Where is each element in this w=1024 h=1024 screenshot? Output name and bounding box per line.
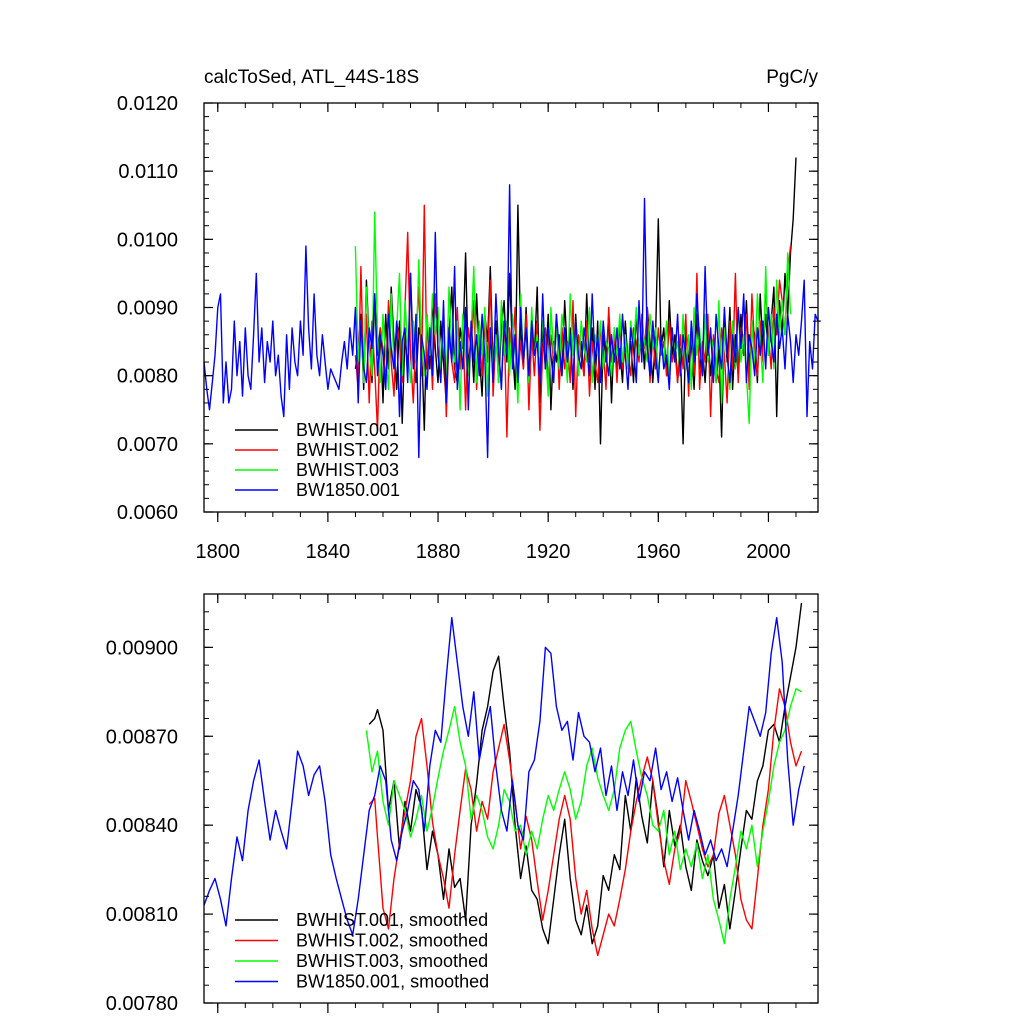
- y-tick-label: 0.0120: [117, 93, 178, 115]
- x-tick-label: 2000: [746, 541, 791, 563]
- x-tick-label: 1960: [636, 541, 681, 563]
- x-tick-label: 1800: [196, 541, 241, 563]
- y-tick-label: 0.00870: [106, 726, 178, 748]
- legend-label: BWHIST.001, smoothed: [296, 910, 488, 930]
- legend-label: BW1850.001, smoothed: [296, 972, 489, 992]
- series-line-1: [368, 602, 803, 945]
- y-tick-label: 0.0100: [117, 229, 178, 251]
- y-tick-label: 0.0090: [117, 298, 178, 320]
- bottom-plot-series: [203, 602, 805, 957]
- y-tick-label: 0.00840: [106, 815, 178, 837]
- legend-label: BWHIST.002, smoothed: [296, 931, 488, 951]
- top-plot-units: PgC/y: [766, 67, 818, 88]
- top-plot-title: calcToSed, ATL_44S-18S: [204, 67, 419, 88]
- legend-label: BWHIST.002: [296, 440, 399, 460]
- plot-frame: [203, 593, 819, 1004]
- y-tick-label: 0.00780: [106, 993, 178, 1015]
- series-line-4: [203, 617, 805, 936]
- legend-label: BW1850.001: [296, 480, 400, 500]
- top-plot-axes: 0.0060 0.0070 0.0080 0.0090 0.0100 0.0110 0.01…: [117, 93, 819, 563]
- top-plot-series: [203, 157, 821, 459]
- legend-label: BWHIST.003, smoothed: [296, 951, 488, 971]
- y-tick-label: 0.0060: [117, 502, 178, 524]
- y-tick-label: 0.0080: [117, 366, 178, 388]
- y-tick-label: 0.00810: [106, 904, 178, 926]
- y-tick-label: 0.0110: [118, 161, 178, 183]
- series-line-2: [368, 688, 803, 957]
- top-plot: calcToSed, ATL_44S-18S PgC/y 0.0060 0.007…: [117, 67, 821, 563]
- series-line-4: [203, 184, 821, 459]
- x-tick-label: 1880: [416, 541, 461, 563]
- bottom-plot-axes: 0.00780 0.00810 0.00840 0.00870 0.00900: [106, 593, 819, 1015]
- series-line-3: [365, 688, 802, 945]
- x-tick-label: 1920: [526, 541, 571, 563]
- x-tick-label: 1840: [306, 541, 351, 563]
- bottom-plot: 0.00780 0.00810 0.00840 0.00870 0.00900 BWHI…: [106, 593, 819, 1015]
- y-tick-label: 0.0070: [117, 434, 178, 456]
- legend-label: BWHIST.001: [296, 420, 399, 440]
- series-line-3: [354, 211, 792, 425]
- y-tick-label: 0.00900: [106, 637, 178, 659]
- legend-label: BWHIST.003: [296, 460, 399, 480]
